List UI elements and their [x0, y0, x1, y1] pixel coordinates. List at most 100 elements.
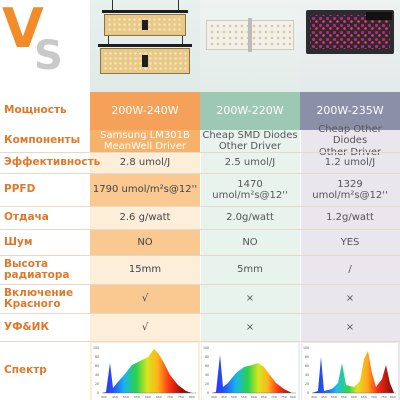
cell-product-1: √ [90, 285, 200, 313]
y-tick: 60 [205, 364, 209, 368]
row-label: УФ&ИК [4, 320, 50, 333]
table-row-yield: Отдача 2.6 g/watt 2.0g/watt 1.2g/watt [0, 207, 400, 229]
x-tick: 550 [134, 395, 140, 399]
product-image-box-light [300, 0, 400, 92]
table-row-efficiency: Эффективность 2.8 umol/J 2.5 umol/J 1.2 … [0, 153, 400, 173]
x-tick: 450 [321, 395, 327, 399]
x-tick: 450 [112, 395, 118, 399]
x-tick: 400 [211, 395, 217, 399]
y-tick: 80 [95, 355, 99, 359]
y-tick: 20 [305, 382, 309, 386]
x-tick: 400 [101, 395, 107, 399]
cell-product-3: / [348, 264, 352, 276]
x-tick: 450 [221, 395, 227, 399]
cell-product-1: 200W-240W [90, 92, 200, 130]
row-label: PPFD [4, 183, 36, 196]
x-tick: 600 [145, 395, 151, 399]
y-tick: 100 [93, 346, 99, 350]
y-tick: 40 [95, 373, 99, 377]
vs-logo: V S [0, 0, 90, 92]
x-tick: 700 [271, 395, 277, 399]
y-tick: 40 [305, 373, 309, 377]
row-label: Включение Красного [4, 286, 74, 310]
x-tick: 800 [290, 395, 296, 399]
y-tick: 100 [203, 346, 209, 350]
row-label: Спектр [4, 364, 47, 377]
table-row-red: Включение Красного √ × × [0, 285, 400, 313]
y-tick: 80 [205, 355, 209, 359]
x-tick: 700 [167, 395, 173, 399]
x-tick: 400 [311, 395, 317, 399]
x-tick: 750 [178, 395, 184, 399]
table-row-noise: Шум NO NO YES [0, 230, 400, 255]
row-label: Высота радиатора [4, 257, 70, 281]
y-tick: 0 [97, 391, 99, 395]
y-tick: 80 [305, 355, 309, 359]
x-tick: 800 [390, 395, 396, 399]
cell-product-2: 200W-220W [200, 92, 300, 130]
cell-product-2: NO [242, 236, 258, 248]
x-tick: 600 [351, 395, 357, 399]
table-row-components: Компоненты Samsung LM301B MeanWell Drive… [0, 123, 400, 158]
x-tick: 550 [241, 395, 247, 399]
product-image-smd-panel [200, 0, 300, 92]
row-label: Эффективность [4, 156, 101, 169]
x-tick: 800 [189, 395, 195, 399]
cell-product-1: Samsung LM301B MeanWell Driver [90, 130, 200, 152]
cell-product-2: × [245, 293, 255, 305]
y-tick: 60 [95, 364, 99, 368]
row-label: Компоненты [4, 134, 81, 147]
x-tick: 750 [281, 395, 287, 399]
cell-product-3: 1329 umol/m²s@12'' [312, 178, 388, 202]
y-tick: 40 [205, 373, 209, 377]
cell-product-2: 5mm [237, 264, 263, 276]
cell-product-3: 1.2 umol/J [324, 157, 376, 169]
x-tick: 700 [371, 395, 377, 399]
cell-product-3: 200W-235W [300, 92, 400, 130]
table-row-ppfd: PPFD 1790 umol/m²s@12'' 1470 umol/m²s@12… [0, 174, 400, 206]
logo-letter-s: S [34, 33, 63, 79]
logo-letter-v: V [2, 0, 44, 60]
y-tick: 0 [207, 391, 209, 395]
row-label: Мощность [4, 104, 67, 117]
table-row-power: Мощность 200W-240W 200W-220W 200W-235W [0, 92, 400, 130]
row-label: Отдача [4, 211, 49, 224]
x-tick: 600 [251, 395, 257, 399]
cell-product-3: Cheap Other Diodes Other Driver [318, 123, 382, 158]
cell-product-3: × [345, 293, 355, 305]
x-tick: 500 [331, 395, 337, 399]
x-tick: 750 [381, 395, 387, 399]
cell-product-3: YES [340, 236, 360, 248]
x-tick: 650 [261, 395, 267, 399]
cell-product-1: 1790 umol/m²s@12'' [90, 174, 200, 206]
spectrum-chart-1: 100 80 60 40 20 0 400 450 500 550 600 650 700 7… [92, 343, 198, 400]
cell-product-2: × [245, 321, 255, 333]
x-tick: 550 [341, 395, 347, 399]
row-label: Шум [4, 235, 33, 248]
cell-product-3: × [345, 321, 355, 333]
cell-product-1: NO [90, 230, 200, 255]
table-row-heatsink: Высота радиатора 15mm 5mm / [0, 256, 400, 284]
cell-product-2: 1470 umol/m²s@12'' [212, 178, 288, 202]
y-tick: 60 [305, 364, 309, 368]
y-tick: 0 [307, 391, 309, 395]
y-tick: 20 [205, 382, 209, 386]
cell-product-1: 2.6 g/watt [119, 212, 171, 224]
x-tick: 650 [361, 395, 367, 399]
table-row-uv-ir: УФ&ИК √ × × [0, 314, 400, 341]
y-tick: 100 [303, 346, 309, 350]
cell-product-2: Cheap SMD Diodes Other Driver [202, 129, 298, 153]
cell-product-2: 2.5 umol/J [224, 157, 276, 169]
cell-product-1: 2.8 umol/J [119, 157, 171, 169]
cell-product-3: 1.2g/watt [326, 212, 374, 224]
x-tick: 500 [123, 395, 129, 399]
cell-product-1: 15mm [128, 264, 162, 276]
product-image-quantum-board [90, 0, 200, 92]
x-tick: 500 [231, 395, 237, 399]
spectrum-chart-3: 100 80 60 40 20 0 400 450 500 550 600 650 700 7… [302, 343, 398, 400]
x-tick: 650 [156, 395, 162, 399]
cell-product-1: √ [141, 321, 149, 333]
cell-product-2: 2.0g/watt [226, 212, 274, 224]
spectrum-chart-2: 100 80 60 40 20 0 400 450 500 550 600 650 700 7… [202, 343, 298, 400]
